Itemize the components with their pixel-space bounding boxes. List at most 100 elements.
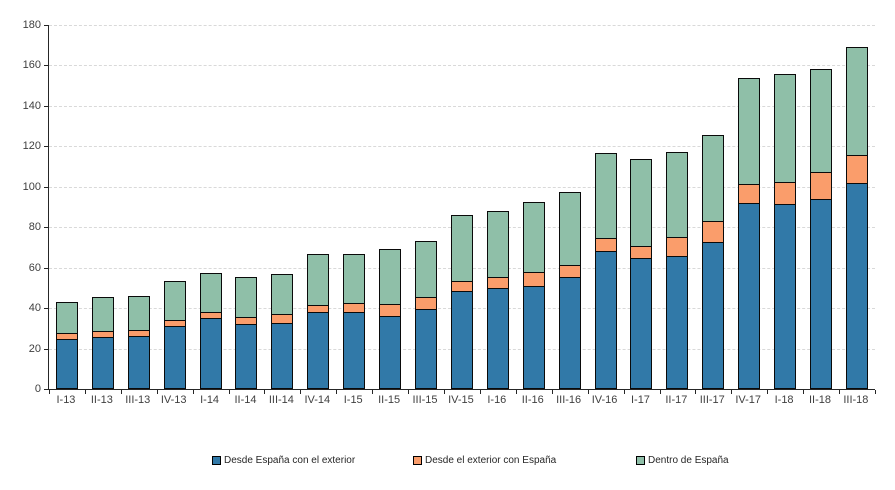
x-tick	[300, 390, 301, 394]
y-tick	[44, 25, 48, 26]
stacked-bar-IV-15	[450, 215, 473, 389]
x-tick	[875, 390, 876, 394]
bar-segment	[415, 241, 438, 298]
stacked-bar-I-13	[55, 302, 78, 389]
bar-segment	[809, 172, 832, 200]
x-tick-label: IV-16	[591, 394, 618, 406]
bar-segment	[91, 297, 114, 332]
x-tick	[516, 390, 517, 394]
bar-segment	[522, 202, 545, 273]
y-tick	[44, 348, 48, 350]
x-tick-label: IV-17	[735, 394, 762, 406]
y-tick-label: 40	[28, 302, 41, 315]
stacked-bar-II-16	[522, 202, 545, 389]
x-tick-label: I-17	[630, 394, 650, 406]
y-tick-label: 140	[22, 99, 41, 112]
x-tick	[767, 390, 768, 394]
bar-segment	[702, 242, 725, 389]
x-tick	[85, 390, 86, 394]
bar-segment	[845, 47, 868, 156]
y-tick-label: 120	[22, 140, 41, 153]
stacked-bar-IV-16	[594, 153, 617, 389]
x-tick-label: II-17	[665, 394, 688, 406]
bar-segment	[666, 256, 689, 389]
bar-segment	[343, 312, 366, 389]
bar-segment	[307, 254, 330, 306]
x-tick-label: I-18	[774, 394, 794, 406]
bar-segment	[91, 337, 114, 389]
bar-slot	[839, 25, 875, 389]
y-tick-label: 100	[22, 180, 41, 193]
x-tick-label: I-16	[487, 394, 507, 406]
bar-segment	[163, 326, 186, 389]
x-tick	[624, 390, 625, 394]
y-tick-label: 20	[28, 342, 41, 355]
x-tick-label: II-18	[808, 394, 831, 406]
x-tick	[157, 390, 158, 394]
bar-segment	[235, 324, 258, 389]
bar-segment	[199, 318, 222, 389]
bar-segment	[666, 237, 689, 257]
stacked-bar-I-17	[630, 159, 653, 389]
y-tick	[44, 389, 48, 390]
x-tick-label: IV-14	[304, 394, 331, 406]
bar-segment	[235, 277, 258, 318]
y-tick	[44, 227, 48, 229]
stacked-bar-I-16	[486, 211, 509, 389]
bar-segment	[774, 204, 797, 389]
stacked-bar-II-13	[91, 297, 114, 389]
stacked-bar-I-15	[343, 254, 366, 389]
legend-label: Dentro de España	[648, 455, 729, 466]
bar-slot	[408, 25, 444, 389]
stacked-bar-I-18	[774, 74, 797, 389]
bar-segment	[343, 254, 366, 304]
bar-segment	[163, 281, 186, 321]
bar-segment	[55, 302, 78, 334]
bar-slot	[516, 25, 552, 389]
legend-label: Desde España con el exterior	[224, 455, 356, 466]
stacked-bar-III-17	[702, 135, 725, 389]
y-tick	[44, 267, 48, 269]
x-tick	[660, 390, 661, 394]
x-tick	[839, 390, 840, 394]
bar-slot	[49, 25, 85, 389]
bar-segment	[845, 183, 868, 389]
x-tick	[444, 390, 445, 394]
bar-slot	[372, 25, 408, 389]
bar-segment	[271, 323, 294, 389]
bar-segment	[450, 291, 473, 389]
x-tick-label: II-13	[90, 394, 113, 406]
bar-slot	[695, 25, 731, 389]
bar-segment	[774, 182, 797, 205]
x-tick-label: III-13	[125, 394, 151, 406]
bar-slot	[157, 25, 193, 389]
bar-segment	[809, 199, 832, 389]
bar-segment	[307, 312, 330, 389]
bar-segment	[450, 215, 473, 282]
gridline	[49, 65, 875, 67]
gridline	[49, 25, 875, 26]
x-tick	[695, 390, 696, 394]
bar-segment	[594, 238, 617, 252]
y-tick-label: 160	[22, 59, 41, 72]
x-tick	[731, 390, 732, 394]
x-tick-label: IV-13	[160, 394, 187, 406]
bar-segment	[702, 221, 725, 243]
bar-slot	[444, 25, 480, 389]
x-tick	[803, 390, 804, 394]
bar-slot	[731, 25, 767, 389]
x-tick	[336, 390, 337, 394]
bar-slot	[588, 25, 624, 389]
x-tick	[480, 390, 481, 394]
y-tick-label: 60	[28, 261, 41, 274]
bar-slot	[85, 25, 121, 389]
bar-segment	[55, 339, 78, 389]
bar-segment	[594, 153, 617, 239]
y-tick-label: 180	[22, 19, 41, 31]
stacked-bar-IV-13	[163, 281, 186, 389]
x-tick	[372, 390, 373, 394]
bar-segment	[522, 286, 545, 389]
y-tick	[44, 308, 48, 310]
bar-slot	[624, 25, 660, 389]
bar-segment	[738, 78, 761, 185]
